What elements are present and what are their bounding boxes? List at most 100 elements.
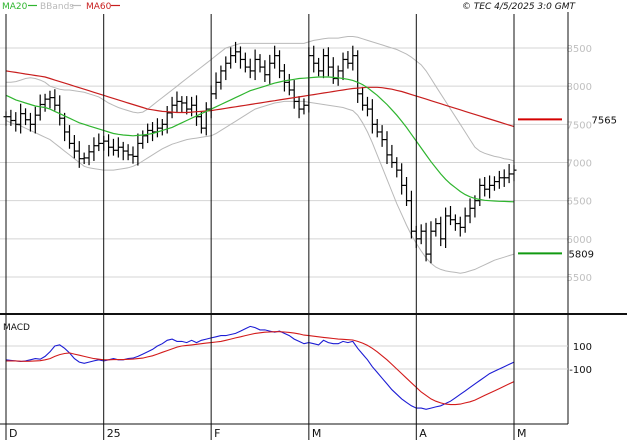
- ohlc-bar: [350, 45, 356, 71]
- moving-averages: [5, 70, 515, 203]
- price-tick-label: 6000: [567, 235, 592, 246]
- ohlc-bar: [272, 45, 278, 69]
- ohlc-bar: [223, 56, 229, 81]
- ohlc-bar: [115, 137, 121, 158]
- ohlc-bar: [237, 46, 243, 69]
- ohlc-bar: [42, 93, 48, 112]
- ohlc-bar: [301, 98, 307, 115]
- ohlc-bar: [384, 131, 390, 165]
- ohlc-bar: [501, 169, 507, 187]
- ma60-line: [5, 70, 515, 128]
- x-axis: D 25 F M A M: [5, 14, 527, 440]
- legend-ma60: MA60: [86, 2, 112, 12]
- ohlc-bar: [52, 89, 58, 111]
- ohlc-bar: [438, 216, 444, 247]
- ohlc-bar: [91, 137, 97, 161]
- ohlc-bar: [394, 157, 400, 178]
- ohlc-bar: [140, 130, 146, 149]
- ohlc-bar: [159, 118, 165, 136]
- ohlc-bar: [286, 73, 292, 96]
- ohlc-bar: [277, 50, 283, 79]
- ohlc-bar: [355, 50, 361, 103]
- price-tick-label: 8500: [567, 44, 592, 55]
- macd-tick-label: -100: [569, 365, 592, 376]
- ohlc-bar: [477, 178, 483, 207]
- ohlc-bar: [330, 57, 336, 84]
- macd-tick-label: 100: [573, 342, 592, 353]
- ohlc-bar: [179, 96, 185, 113]
- ohlc-bar: [389, 144, 395, 168]
- ohlc-bar: [443, 207, 449, 248]
- ohlc-bar: [23, 108, 29, 126]
- ohlc-bar: [321, 48, 326, 79]
- x-tick-label: M: [312, 427, 322, 440]
- ohlc-bar: [335, 65, 341, 86]
- ohlc-bar: [67, 125, 72, 149]
- ohlc-bar: [325, 47, 331, 77]
- price-tick-label: 8000: [567, 82, 592, 93]
- ohlc-bar: [482, 177, 488, 197]
- ohlc-bar: [257, 54, 263, 73]
- ohlc-bar: [369, 99, 375, 134]
- ohlc-bar: [262, 60, 268, 82]
- ohlc-bar: [408, 190, 414, 239]
- ohlc-bar: [62, 112, 68, 142]
- macd-signal-line: [6, 331, 515, 406]
- bollinger-bands: [5, 36, 515, 274]
- ohlc-bar: [13, 112, 19, 132]
- macd-title: MACD: [3, 323, 30, 333]
- x-tick-label: A: [419, 427, 427, 440]
- ohlc-bar: [27, 112, 33, 132]
- ohlc-bar: [106, 134, 112, 157]
- ohlc-bar: [345, 51, 351, 69]
- ohlc-bar: [130, 146, 136, 164]
- ohlc-bar: [37, 94, 43, 121]
- ohlc-bar: [291, 80, 297, 109]
- ohlc-bar: [364, 96, 370, 117]
- ohlc-bar: [57, 95, 63, 126]
- price-markers: 7565 5809: [518, 115, 617, 260]
- ohlc-bar: [491, 176, 497, 191]
- ohlc-bar: [213, 72, 219, 100]
- ohlc-bar: [96, 133, 102, 152]
- lower-marker-label: 5809: [569, 249, 594, 260]
- ohlc-bar: [311, 45, 317, 73]
- ohlc-bar: [452, 214, 458, 231]
- ma20-line: [5, 76, 515, 203]
- ohlc-bar: [433, 218, 439, 237]
- ohlc-bar: [448, 206, 453, 226]
- ohlc-bar: [496, 170, 502, 189]
- ohlc-bar: [281, 64, 287, 92]
- ohlc-bar: [150, 122, 156, 142]
- x-tick-label: D: [9, 427, 17, 440]
- ohlc-bars: [3, 41, 517, 264]
- ohlc-bar: [145, 123, 151, 144]
- ohlc-bar: [247, 58, 253, 79]
- macd-axis: 100 -100: [569, 342, 592, 376]
- bbands-upper-line: [6, 36, 515, 162]
- price-tick-label: 7000: [567, 159, 592, 170]
- ohlc-bar: [120, 141, 126, 161]
- ohlc-bar: [198, 111, 204, 134]
- ohlc-bar: [32, 106, 38, 134]
- ohlc-bar: [169, 96, 175, 119]
- ohlc-bar: [252, 49, 258, 81]
- ohlc-bar: [457, 216, 463, 237]
- ohlc-bar: [374, 118, 380, 138]
- ohlc-bar: [71, 135, 77, 159]
- ohlc-bar: [418, 224, 424, 245]
- ohlc-bar: [316, 57, 322, 77]
- ohlc-bar: [423, 222, 429, 262]
- ohlc-bar: [379, 125, 385, 147]
- ohlc-bar: [467, 198, 473, 224]
- legend-ma20: MA20: [2, 2, 28, 12]
- copyright-text: © TEC 4/5/2025 3:0 GMT: [462, 2, 577, 12]
- ohlc-bar: [404, 177, 410, 207]
- price-grid: [0, 47, 568, 278]
- ohlc-bar: [135, 133, 141, 166]
- ohlc-bar: [203, 102, 209, 136]
- macd-line: [5, 325, 515, 410]
- ohlc-bar: [228, 47, 234, 69]
